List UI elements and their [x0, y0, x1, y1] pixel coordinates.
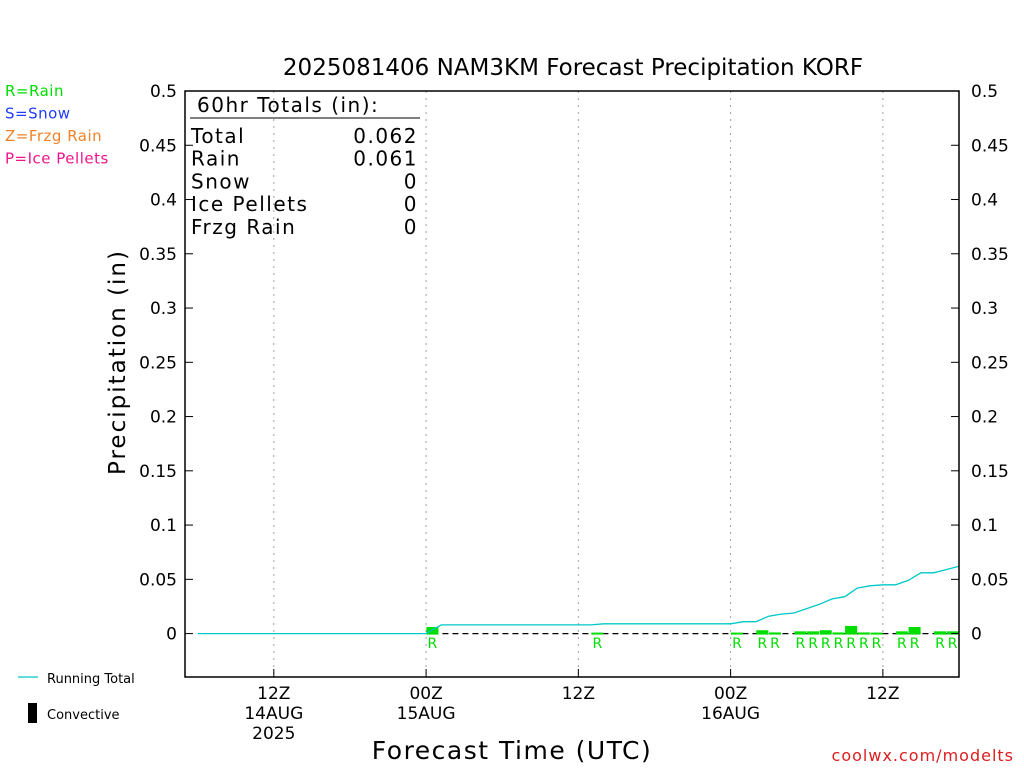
x-tick-date: 15AUG	[397, 704, 456, 724]
x-tick-year: 2025	[252, 724, 295, 744]
totals-row-label: Rain	[191, 147, 241, 171]
precip-type-mark: R	[948, 636, 958, 652]
precip-bar	[857, 632, 870, 635]
totals-row-value: 0.061	[353, 147, 418, 171]
precip-bar	[794, 631, 807, 635]
bottom-legend: Running Total Convective	[18, 672, 135, 723]
y-tick-label-left: 0.25	[139, 353, 177, 373]
totals-row-value: 0	[404, 215, 418, 239]
y-tick-label-right: 0.3	[971, 299, 998, 319]
convective-legend-swatch	[28, 703, 37, 723]
type-legend-item: Z=Frzg Rain	[5, 127, 102, 145]
chart-title: 2025081406 NAM3KM Forecast Precipitation…	[283, 55, 863, 81]
totals-row-value: 0	[404, 169, 418, 193]
totals-row-label: Frzg Rain	[191, 215, 296, 239]
credit-text: coolwx.com/modelts	[832, 746, 1014, 765]
precip-type-mark: R	[897, 636, 907, 652]
y-tick-label-right: 0.35	[971, 245, 1009, 265]
y-tick-label-left: 0	[166, 625, 177, 645]
totals-header: 60hr Totals (in):	[197, 93, 379, 117]
precip-type-mark: R	[732, 636, 742, 652]
precip-type-mark: R	[428, 636, 438, 652]
y-tick-label-left: 0.5	[150, 82, 177, 102]
precip-bar	[819, 630, 832, 635]
precip-type-mark: R	[808, 636, 818, 652]
type-legend-item: P=Ice Pellets	[5, 150, 109, 168]
y-tick-label-right: 0.1	[971, 516, 998, 536]
y-tick-label-right: 0.45	[971, 136, 1009, 156]
precip-bar	[870, 632, 883, 635]
totals-row-value: 0.062	[353, 124, 418, 148]
precip-type-mark: R	[770, 636, 780, 652]
y-tick-label-left: 0.4	[150, 191, 177, 211]
type-legend-item: S=Snow	[5, 105, 71, 123]
precip-bar	[807, 631, 820, 635]
plot-frame	[184, 90, 960, 678]
y-tick-label-right: 0.4	[971, 191, 998, 211]
precip-type-mark: R	[757, 636, 767, 652]
convective-legend-label: Convective	[47, 708, 120, 723]
precip-type-mark: R	[796, 636, 806, 652]
hourly-precip-bars	[426, 625, 959, 635]
precip-bar	[768, 632, 782, 635]
precip-bar	[730, 632, 743, 635]
precip-type-mark: R	[872, 636, 882, 652]
precip-type-mark: R	[821, 636, 831, 652]
precip-type-mark: R	[834, 636, 844, 652]
y-axis-label: Precipitation (in)	[105, 249, 131, 475]
totals-row-label: Ice Pellets	[191, 192, 308, 216]
y-tick-label-left: 0.1	[150, 516, 177, 536]
y-tick-label-right: 0.15	[971, 462, 1009, 482]
totals-rows: Total 0.062 Rain 0.061 Snow 0 Ice Pellets 0 Frzg…	[190, 124, 418, 239]
precip-type-mark: R	[935, 636, 945, 652]
precip-bar	[756, 630, 769, 635]
x-tick-label: 12Z	[866, 684, 899, 704]
y-tick-label-left: 0.3	[150, 299, 177, 319]
running-total-line	[197, 565, 960, 635]
y-tick-label-left: 0.35	[139, 245, 177, 265]
y-tick-label-left: 0.2	[150, 408, 177, 428]
y-tick-label-left: 0.05	[139, 570, 177, 590]
totals-row-value: 0	[404, 192, 418, 216]
precip-type-mark: R	[846, 636, 856, 652]
y-tick-label-left: 0.15	[139, 462, 177, 482]
precip-bar	[832, 632, 845, 635]
x-axis-label: Forecast Time (UTC)	[372, 736, 652, 765]
y-tick-label-right: 0	[971, 625, 982, 645]
totals-box: 60hr Totals (in): Total 0.062 Rain 0.061 Sno…	[190, 93, 420, 239]
type-legend-item: R=Rain	[5, 82, 64, 100]
precip-type-mark: R	[859, 636, 869, 652]
y-tick-label-right: 0.2	[971, 408, 998, 428]
running-total-legend-label: Running Total	[47, 672, 135, 687]
y-axis-left: 0 0.05 0.1 0.15 0.2 0.25 0.3 0.35 0.4 0.45 0.5	[139, 82, 193, 645]
y-axis-right: 0 0.05 0.1 0.15 0.2 0.25 0.3 0.35 0.4 0.45 0.5	[951, 82, 1009, 645]
x-tick-label: 00Z	[714, 684, 747, 704]
precip-bar	[933, 631, 946, 635]
y-tick-label-right: 0.5	[971, 82, 998, 102]
precip-bar	[895, 631, 908, 635]
y-tick-label-left: 0.45	[139, 136, 177, 156]
x-tick-date: 14AUG	[244, 704, 303, 724]
precip-bar	[946, 631, 959, 635]
x-tick-date: 16AUG	[701, 704, 760, 724]
y-tick-label-right: 0.25	[971, 353, 1009, 373]
x-gridlines	[273, 91, 884, 677]
precip-type-legend: R=Rain S=Snow Z=Frzg Rain P=Ice Pellets	[5, 82, 109, 168]
precip-bar	[426, 626, 439, 635]
totals-row-label: Total	[190, 124, 245, 148]
precip-type-mark: R	[593, 636, 603, 652]
x-tick-label: 00Z	[409, 684, 442, 704]
precip-bar	[845, 625, 858, 635]
totals-row-label: Snow	[191, 169, 251, 193]
x-tick-label: 12Z	[562, 684, 595, 704]
x-tick-label: 12Z	[257, 684, 290, 704]
y-tick-label-right: 0.05	[971, 570, 1009, 590]
precip-type-mark: R	[910, 636, 920, 652]
precip-bar	[908, 626, 921, 635]
precip-bar	[591, 632, 604, 635]
